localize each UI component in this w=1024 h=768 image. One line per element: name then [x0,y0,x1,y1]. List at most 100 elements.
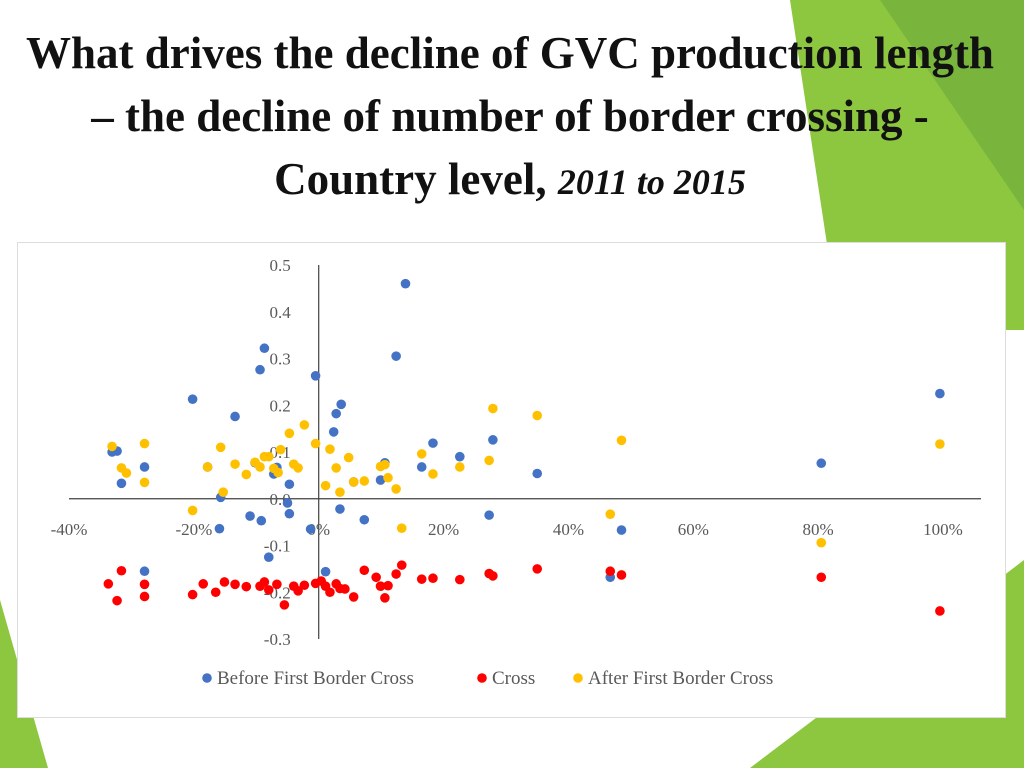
point-after-first-border-cross [484,455,494,466]
point-cross [371,572,381,583]
point-cross [616,570,627,580]
point-after-first-border-cross [275,444,286,455]
point-before-first-border-cross [230,411,240,422]
legend-marker-after-first-border-cross [573,673,583,683]
x-tick-label: 60% [678,520,709,539]
x-tick-label: 80% [803,520,834,539]
point-after-first-border-cross [391,484,401,494]
chart-legend: Before First Border Cross Cross After Firs… [202,668,773,689]
point-after-first-border-cross [230,459,240,469]
point-before-first-border-cross [616,525,627,535]
point-cross [396,560,407,570]
legend-label-cross: Cross [492,668,535,689]
legend-label-before-first-border-cross: Before First Border Cross [217,668,414,689]
point-after-first-border-cross [331,463,341,473]
point-cross [272,579,282,590]
point-before-first-border-cross [139,462,150,472]
slide-title-years: 2011 to 2015 [557,162,746,202]
point-after-first-border-cross [215,442,226,453]
point-after-first-border-cross [293,463,303,473]
point-before-first-border-cross [359,514,370,525]
point-after-first-border-cross [310,438,321,449]
point-before-first-border-cross [282,498,293,508]
point-after-first-border-cross [343,452,354,463]
point-before-first-border-cross [532,468,543,479]
x-tick-label: 100% [923,520,963,539]
point-cross [299,580,310,591]
point-after-first-border-cross [121,468,132,478]
point-after-first-border-cross [299,420,310,430]
x-tick-label: 40% [553,520,584,539]
slide-title: What drives the decline of GVC productio… [20,22,1000,214]
point-cross [359,565,370,576]
x-tick-label: 0% [307,520,330,539]
point-before-first-border-cross [816,458,827,469]
point-after-first-border-cross [284,428,295,439]
point-cross [383,580,393,591]
point-cross [380,593,390,603]
point-cross [210,587,221,598]
y-tick-label: 0.2 [269,396,290,415]
point-after-first-border-cross [139,477,150,488]
point-after-first-border-cross [416,449,427,459]
point-before-first-border-cross [455,451,465,462]
point-after-first-border-cross [935,439,945,449]
y-tick-label: 0.4 [269,303,291,322]
point-cross [139,579,150,590]
point-cross [116,565,127,576]
point-after-first-border-cross [218,487,228,498]
point-cross [488,571,498,581]
point-before-first-border-cross [139,566,150,577]
tick-labels: -0.3-0.2-0.10.00.10.20.30.40.5-40%-20%0%… [51,256,963,649]
legend-marker-before-first-border-cross [202,673,212,683]
point-cross [428,573,438,584]
point-cross [198,579,209,589]
point-after-first-border-cross [428,469,438,479]
point-before-first-border-cross [256,515,267,526]
point-before-first-border-cross [400,278,411,289]
point-before-first-border-cross [428,438,438,448]
point-after-first-border-cross [816,537,827,548]
x-tick-label: 20% [428,520,459,539]
point-before-first-border-cross [310,370,321,381]
point-before-first-border-cross [375,475,386,485]
point-before-first-border-cross [331,408,341,419]
chart-panel: -0.3-0.2-0.10.00.10.20.30.40.5-40%-20%0%… [17,242,1006,718]
point-after-first-border-cross [359,476,370,486]
point-after-first-border-cross [335,487,345,498]
point-cross [263,585,274,595]
point-after-first-border-cross [255,462,265,472]
point-after-first-border-cross [616,435,627,446]
point-cross [816,572,827,583]
point-before-first-border-cross [484,510,494,520]
point-after-first-border-cross [532,410,543,421]
data-points [103,278,945,616]
y-tick-label: 0.3 [269,350,290,369]
point-before-first-border-cross [335,504,345,514]
point-before-first-border-cross [259,343,270,354]
point-before-first-border-cross [488,435,498,445]
point-before-first-border-cross [116,478,127,489]
point-after-first-border-cross [320,480,331,491]
point-after-first-border-cross [455,462,465,472]
point-before-first-border-cross [328,427,339,437]
point-before-first-border-cross [214,523,225,534]
point-before-first-border-cross [320,566,331,577]
slide-title-main: What drives the decline of GVC productio… [26,28,994,204]
point-before-first-border-cross [935,388,945,399]
point-before-first-border-cross [391,351,401,361]
legend-marker-cross [477,673,487,683]
point-after-first-border-cross [187,505,198,516]
point-cross [340,584,350,594]
point-cross [103,579,114,589]
point-before-first-border-cross [245,511,255,521]
point-cross [139,591,150,602]
point-before-first-border-cross [263,552,274,562]
legend-label-after-first-border-cross: After First Border Cross [588,668,773,689]
point-before-first-border-cross [187,394,198,404]
point-after-first-border-cross [348,477,359,487]
point-before-first-border-cross [255,364,265,375]
point-after-first-border-cross [396,523,407,534]
point-cross [241,581,252,592]
point-cross [375,581,386,591]
